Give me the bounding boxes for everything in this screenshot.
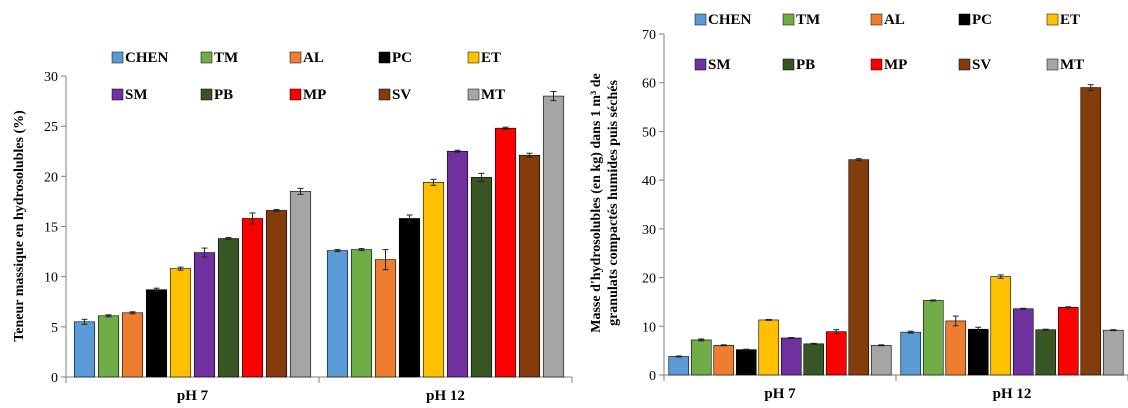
legend-label-sv: SV (972, 57, 991, 73)
y-tick-label: 15 (44, 221, 58, 236)
legend-swatch-tm (782, 13, 795, 26)
legend-swatch-al (870, 13, 883, 26)
y-tick-label: 0 (51, 371, 58, 386)
legend-label-sm: SM (708, 57, 731, 73)
legend-label-al: AL (884, 12, 905, 28)
legend-swatch-sm (111, 88, 124, 101)
y-tick-label: 20 (44, 170, 58, 185)
y-tick-label: 10 (642, 320, 656, 335)
legend-label-pc: PC (392, 50, 412, 66)
legend-swatch-mt (1046, 58, 1059, 71)
legend-swatch-chen (111, 51, 124, 64)
y-axis-title-line1: Masse d'hydrosolubles (en kg) dans 1 m³ … (589, 73, 604, 333)
legend-swatch-et (1046, 13, 1059, 26)
y-tick-label: 30 (642, 223, 656, 238)
legend-label-al: AL (303, 50, 324, 66)
legend-swatch-sm (694, 58, 707, 71)
legend-label-et: ET (1060, 12, 1080, 28)
y-tick-label: 30 (44, 70, 58, 85)
y-tick-label: 25 (44, 120, 58, 135)
legend-label-chen: CHEN (125, 50, 169, 66)
bar-pb-ph7 (803, 343, 825, 376)
bar-pc-ph12 (967, 328, 989, 376)
y-tick-label: 10 (44, 271, 58, 286)
legend-label-mt: MT (1060, 57, 1084, 73)
y-tick-label: 0 (649, 369, 656, 384)
legend-label-mp: MP (884, 57, 907, 73)
x-category-label: pH 7 (764, 386, 796, 402)
legend-label-chen: CHEN (708, 12, 752, 28)
bar-mp-ph12 (1057, 306, 1079, 376)
legend-label-sm: SM (125, 87, 148, 103)
x-category-label: pH 7 (177, 388, 209, 404)
bar-sm-ph7 (780, 337, 802, 376)
bar-al-ph7 (713, 344, 735, 376)
bar-sm-ph12 (1012, 308, 1034, 376)
x-category-label: pH 12 (993, 386, 1032, 402)
bar-sv-ph12 (1080, 87, 1102, 376)
bar-mt-ph12 (1102, 329, 1124, 376)
bar-sv-ph7 (848, 159, 870, 376)
legend-swatch-pb (782, 58, 795, 71)
legend-label-mp: MP (303, 87, 326, 103)
bar-mt-ph7 (870, 344, 892, 376)
y-tick-label: 60 (642, 77, 656, 92)
bar-et-ph7 (758, 319, 780, 376)
legend-swatch-mp (870, 58, 883, 71)
legend-label-sv: SV (392, 87, 411, 103)
legend-label-tm: TM (214, 50, 238, 66)
y-axis-title: Teneur massique en hydrosolubles (%) (12, 110, 27, 342)
bar-pc-ph7 (735, 349, 757, 376)
legend-swatch-mt (467, 88, 480, 101)
legend-swatch-et (467, 51, 480, 64)
legend-label-pb: PB (214, 87, 233, 103)
bar-mp-ph7 (825, 331, 847, 376)
legend-label-tm: TM (796, 12, 820, 28)
legend-swatch-mp (289, 88, 302, 101)
y-tick-label: 40 (642, 174, 656, 189)
bar-tm-ph12 (922, 300, 944, 376)
bar-chen-ph12 (900, 331, 922, 376)
x-category-label: pH 12 (426, 388, 465, 404)
bar-pb-ph12 (1035, 329, 1057, 376)
bar-tm-ph7 (690, 339, 712, 376)
legend-swatch-pc (958, 13, 971, 26)
bar-chen-ph7 (668, 356, 690, 376)
legend-label-mt: MT (481, 87, 505, 103)
y-tick-label: 70 (642, 28, 656, 43)
y-tick-label: 5 (51, 321, 58, 336)
legend-swatch-tm (200, 51, 213, 64)
legend-swatch-pc (378, 51, 391, 64)
y-axis-title-line2: granulats compactés humides puis séchés (606, 80, 621, 326)
y-tick-label: 20 (642, 272, 656, 287)
legend-swatch-al (289, 51, 302, 64)
legend-swatch-chen (694, 13, 707, 26)
bar-et-ph12 (990, 276, 1012, 376)
y-tick-label: 50 (642, 125, 656, 140)
legend-label-pb: PB (796, 57, 815, 73)
legend-swatch-sv (958, 58, 971, 71)
bar-al-ph12 (945, 320, 967, 376)
legend-label-pc: PC (972, 12, 992, 28)
legend-swatch-sv (378, 88, 391, 101)
legend-swatch-pb (200, 88, 213, 101)
legend-label-et: ET (481, 50, 501, 66)
